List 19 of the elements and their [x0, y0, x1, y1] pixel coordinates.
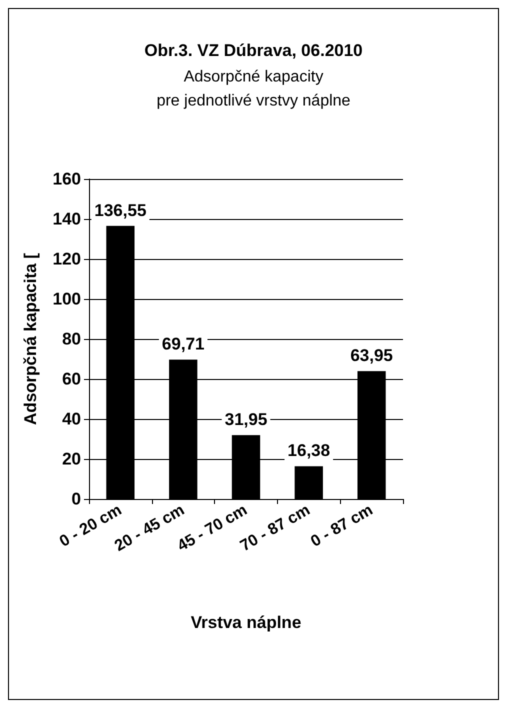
data-label: 63,95 [350, 346, 393, 366]
data-label: 16,38 [288, 441, 330, 460]
y-tick-label: 140 [52, 210, 81, 228]
data-label: 69,71 [162, 334, 204, 354]
y-tick-label: 160 [52, 170, 81, 188]
bar [294, 466, 323, 499]
y-axis-title: Adsorpčná kapacita [ [21, 252, 40, 425]
x-axis-title: Vrstva náplne [190, 613, 302, 632]
y-tick-label: 80 [62, 330, 81, 348]
y-tick-label: 100 [52, 290, 81, 308]
y-tick-label: 60 [62, 370, 81, 388]
y-tick-label: 40 [62, 410, 81, 428]
data-label: 136,55 [94, 200, 146, 220]
y-tick-label: 20 [62, 450, 81, 468]
chart-title: Obr.3. VZ Dúbrava, 06.2010 [144, 41, 363, 60]
data-label: 31,95 [224, 410, 268, 430]
y-tick-label: 0 [72, 490, 81, 508]
chart-subtitle: Adsorpčné kapacity pre jednotlivé vrstvy náplne [156, 68, 351, 110]
y-tick-label: 120 [52, 250, 81, 268]
